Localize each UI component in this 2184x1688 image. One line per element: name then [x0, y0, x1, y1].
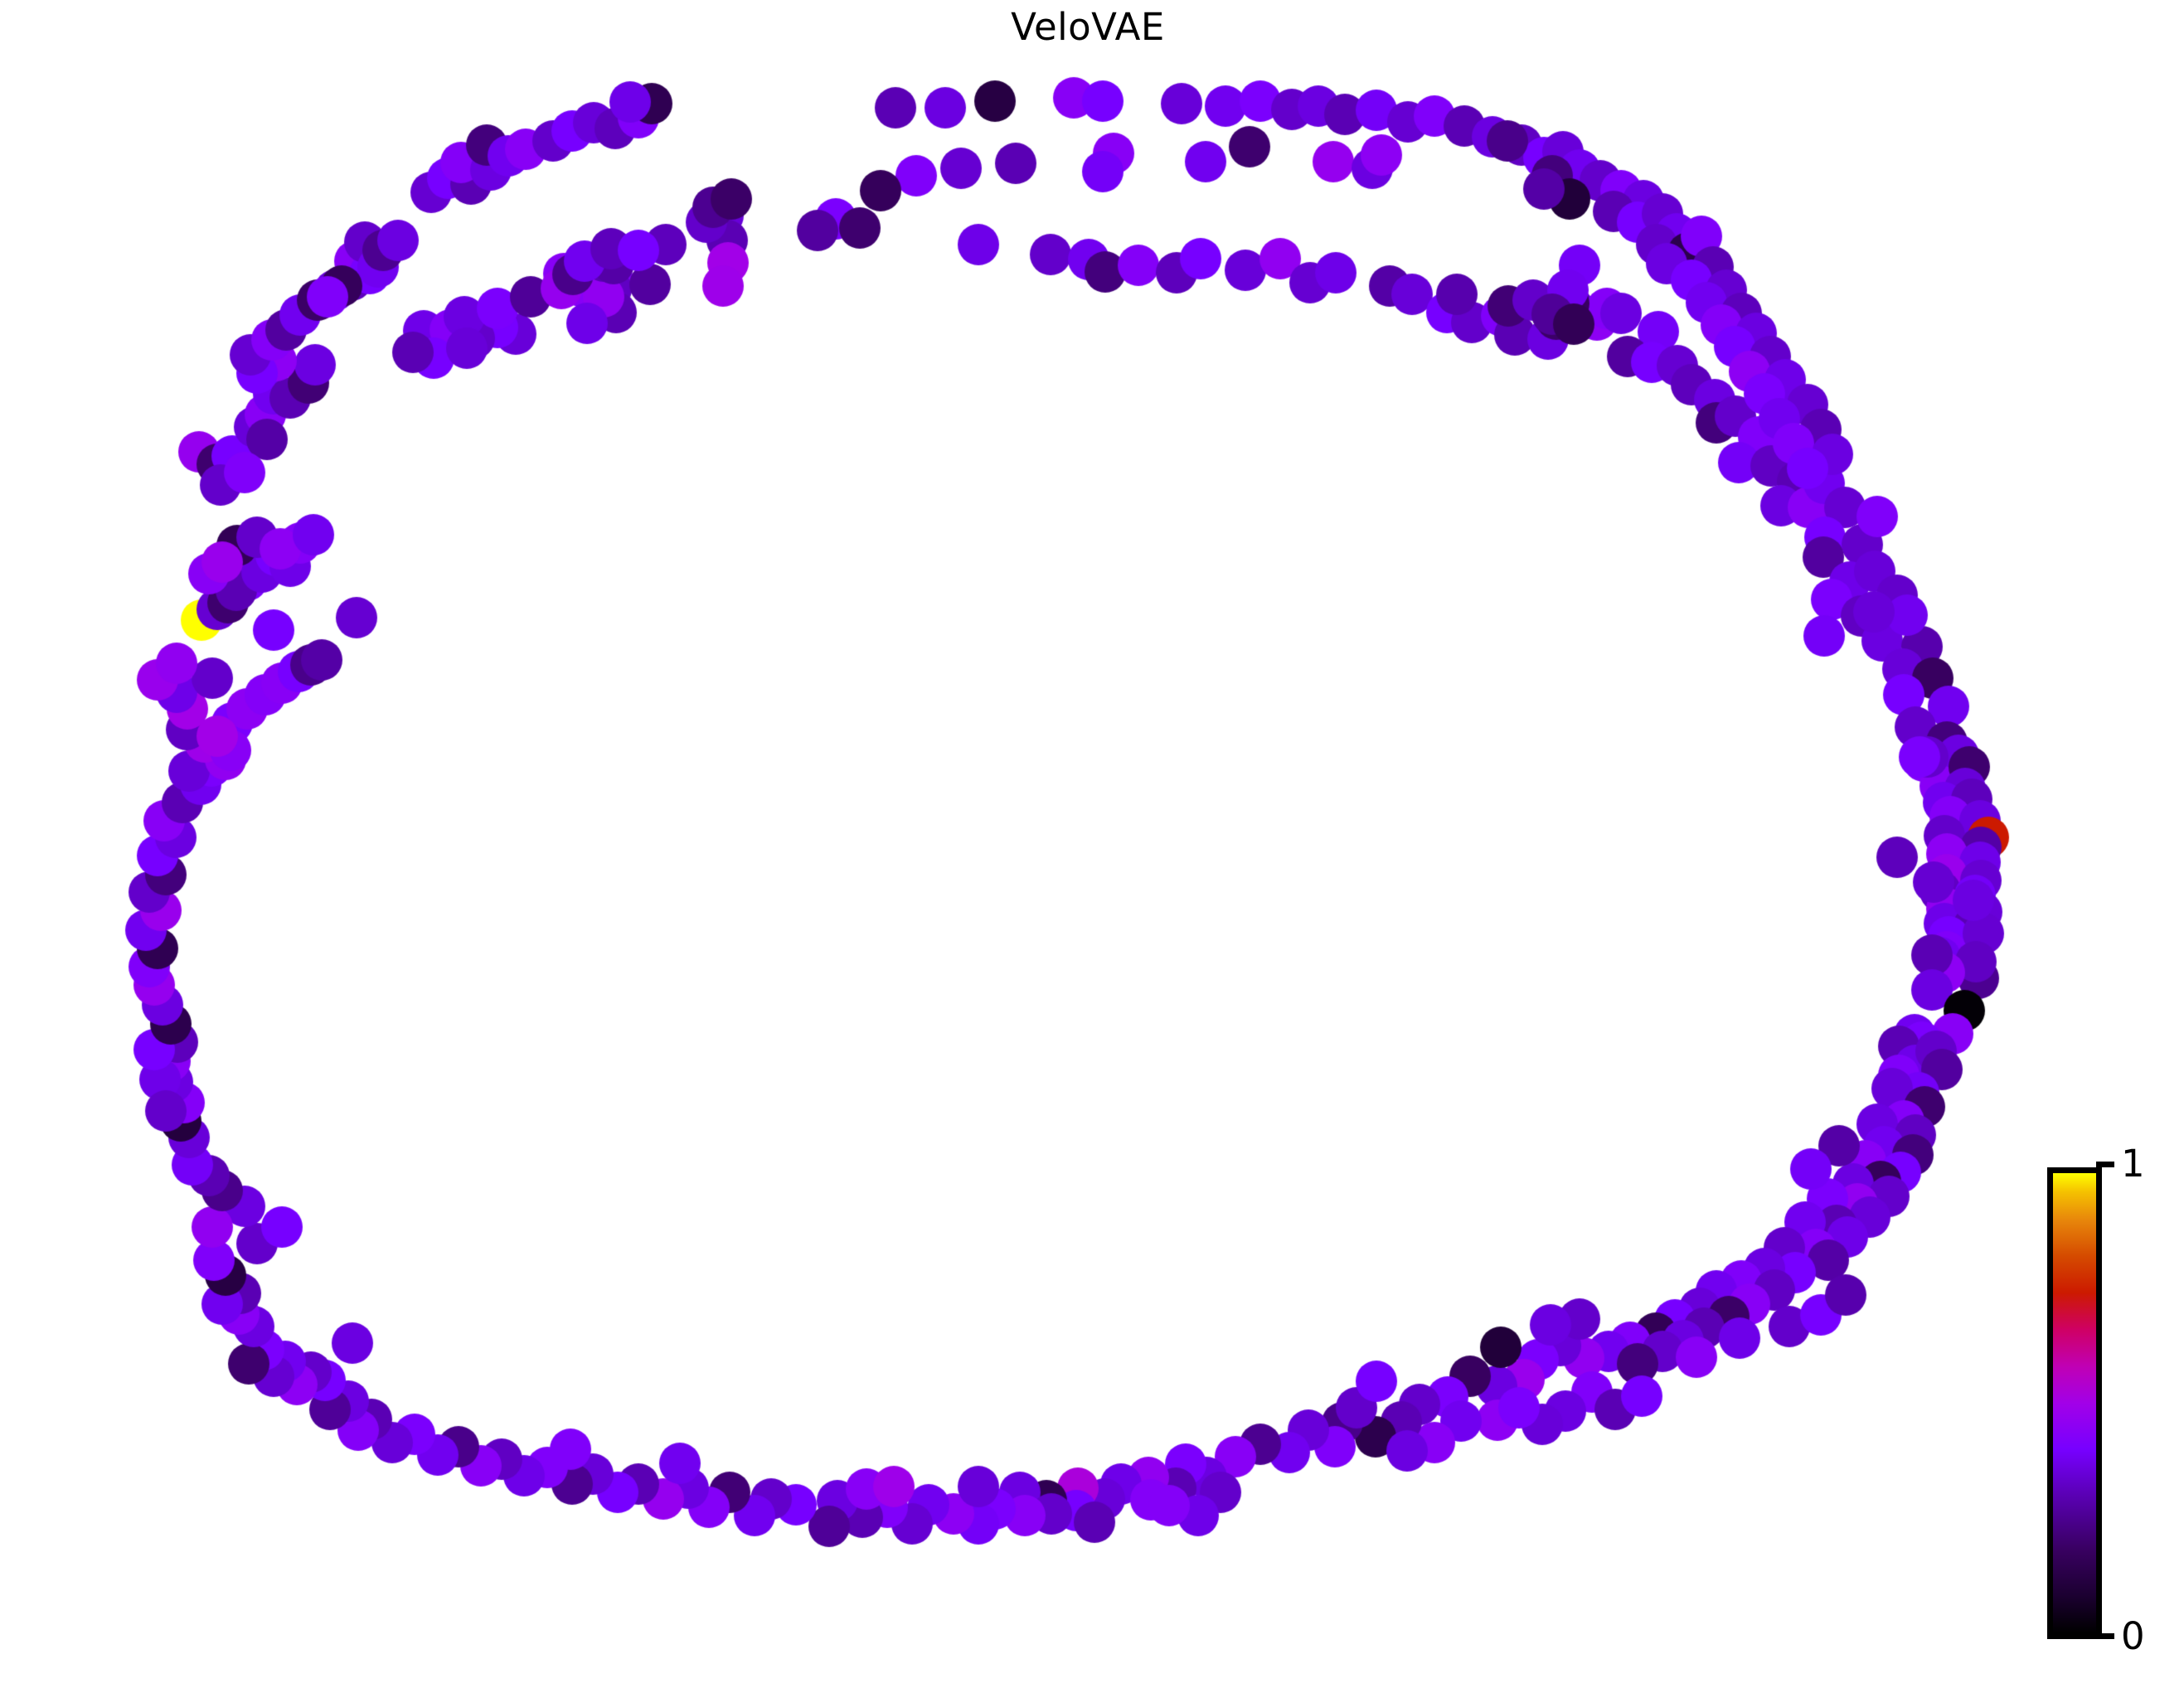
colorbar-tick-min	[2096, 1633, 2114, 1639]
colorbar-label-max: 1	[2121, 1142, 2145, 1186]
colorbar-label-min: 0	[2121, 1614, 2145, 1658]
colorbar[interactable]: 1 0	[2041, 1145, 2182, 1655]
colorbar-gradient	[2047, 1167, 2102, 1639]
colorbar-tick-max	[2096, 1162, 2114, 1167]
